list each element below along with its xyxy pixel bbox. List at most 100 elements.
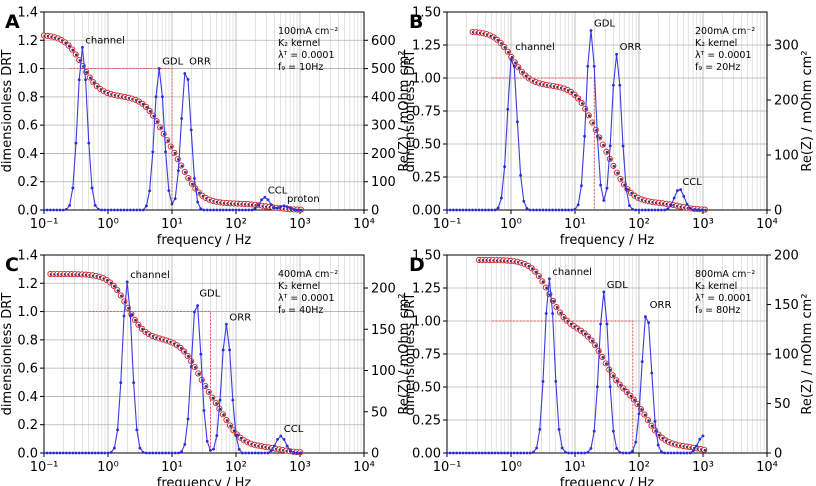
x-tick-label: 10⁴ (756, 217, 778, 232)
drt-point (484, 208, 487, 212)
reZ-fit-point (166, 139, 170, 142)
left-tick-label: 0.25 (412, 414, 441, 429)
condition-info-line: 200mA cm⁻² (695, 26, 755, 37)
drt-point (608, 144, 612, 148)
drt-point (516, 451, 519, 455)
drt-point (173, 197, 177, 201)
right-tick-label: 400 (371, 90, 396, 105)
drt-point (157, 451, 161, 455)
drt-point (480, 208, 484, 212)
drt-point (624, 451, 628, 455)
drt-point (477, 208, 481, 212)
reZ-fit-point (116, 289, 120, 292)
right-tick-label: 100 (774, 149, 799, 164)
reZ-fit-point (650, 424, 654, 428)
reZ-fit-point (109, 281, 113, 285)
drt-point (244, 451, 248, 455)
reZ-fit-point (612, 164, 616, 168)
drt-point (592, 429, 596, 433)
panel-letter: C (5, 254, 19, 276)
condition-info-line: f₉ = 10Hz (278, 62, 323, 73)
drt-point (605, 322, 609, 326)
drt-point (273, 206, 276, 210)
drt-point (177, 169, 180, 173)
drt-point (113, 208, 116, 212)
left-tick-label: 0.0 (17, 447, 38, 462)
left-tick-label: 0.00 (412, 204, 441, 219)
drt-point (250, 451, 254, 455)
drt-point (77, 78, 81, 82)
drt-point (81, 45, 84, 49)
drt-point (679, 451, 682, 455)
drt-point (103, 208, 107, 212)
drt-point (129, 314, 132, 318)
reZ-fit-point (113, 284, 116, 288)
drt-point (612, 429, 615, 433)
left-y-axis-label: dimensionless DRT (403, 50, 418, 173)
drt-point (500, 451, 503, 455)
drt-point (42, 208, 46, 212)
drt-point (576, 451, 580, 455)
x-tick-label: 10⁴ (353, 460, 375, 475)
drt-point (138, 446, 142, 450)
drt-point (554, 379, 558, 383)
drt-point (266, 198, 270, 202)
condition-info-line: λᵀ = 0.0001 (695, 50, 752, 61)
drt-point (221, 348, 225, 352)
drt-point (93, 451, 97, 455)
drt-point (621, 144, 625, 148)
drt-point (282, 438, 286, 441)
drt-point (519, 451, 522, 455)
drt-point (640, 208, 644, 212)
drt-point (455, 451, 458, 455)
panel-D: 0.00 0.25 0.50 0.75 1.00 1.25 1.50 0 50 100 150 200… (403, 249, 815, 486)
right-tick-label: 200 (774, 249, 799, 264)
reZ-fit-point (521, 70, 524, 74)
right-tick-label: 600 (371, 34, 396, 49)
drt-point (285, 205, 289, 209)
drt-point (676, 189, 679, 192)
drt-point (551, 208, 554, 212)
right-tick-label: 200 (774, 94, 799, 109)
reZ-fit-point (577, 97, 581, 101)
reZ-fit-point (538, 275, 541, 278)
drt-point (452, 451, 455, 455)
left-y-axis-label: dimensionless DRT (0, 293, 15, 416)
drt-point (458, 451, 462, 455)
condition-info-line: λᵀ = 0.0001 (695, 293, 752, 304)
x-tick-label: 10⁻¹ (30, 460, 59, 475)
drt-point (167, 189, 171, 193)
drt-point (682, 451, 686, 455)
drt-point (151, 150, 155, 154)
reZ-fit-point (559, 311, 562, 315)
left-tick-label: 0.6 (17, 362, 38, 377)
drt-point (496, 451, 500, 455)
drt-point (660, 208, 663, 212)
reZ-fit-point (601, 356, 605, 359)
drt-point (173, 451, 177, 455)
left-y-axis-label: dimensionless DRT (403, 293, 418, 416)
drt-point (695, 208, 698, 212)
drt-point (145, 204, 148, 208)
x-axis-label: frequency / Hz (157, 476, 252, 486)
reZ-fit-point (74, 53, 78, 57)
left-tick-label: 1.2 (17, 277, 38, 292)
reZ-fit-point (208, 390, 211, 394)
condition-info-line: λᵀ = 0.0001 (278, 50, 335, 61)
drt-point (183, 72, 187, 75)
drt-point (257, 451, 260, 455)
drt-point (263, 195, 267, 199)
left-tick-label: 0.8 (17, 333, 38, 348)
drt-point (212, 447, 216, 451)
reZ-fit-point (616, 171, 619, 175)
drt-point (247, 451, 251, 455)
drt-point (212, 208, 216, 212)
drt-point (685, 202, 689, 206)
drt-point (279, 434, 283, 438)
drt-point (215, 434, 219, 437)
left-tick-label: 1.25 (412, 282, 441, 297)
drt-point (701, 208, 705, 212)
drt-point (298, 208, 302, 212)
reZ-fit-point (598, 136, 602, 140)
drt-point (141, 450, 145, 454)
